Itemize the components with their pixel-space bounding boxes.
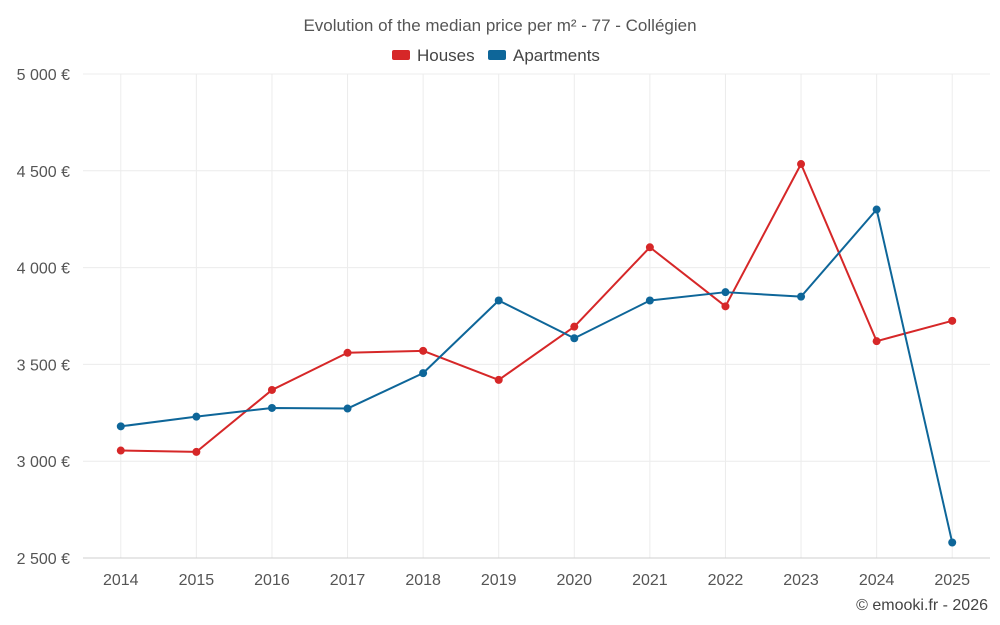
legend-swatch-houses [392,50,410,60]
legend-swatch-apartments [488,50,506,60]
y-axis-ticks: 2 500 € 3 000 € 3 500 € 4 000 € 4 500 € 5 000… [17,67,70,568]
legend-label-houses: Houses [417,46,475,65]
x-tick-label-2017: 2017 [330,572,366,589]
x-tick-label-2025: 2025 [934,572,970,589]
data-point-houses-2022[interactable] [721,302,730,311]
x-tick-label-2021: 2021 [632,572,668,589]
data-point-houses-2023[interactable] [797,160,806,169]
x-tick-label-2019: 2019 [481,572,517,589]
legend-item-apartments[interactable]: Apartments [488,46,600,65]
data-point-apartments-2017[interactable] [343,404,352,413]
y-tick-label-5000: 5 000 € [17,67,70,84]
data-point-apartments-2021[interactable] [645,296,654,305]
data-point-houses-2014[interactable] [116,446,125,455]
x-tick-label-2023: 2023 [783,572,819,589]
data-point-houses-2019[interactable] [494,375,503,384]
series-houses [116,160,957,456]
series [116,160,957,547]
data-point-apartments-2025[interactable] [948,538,957,547]
data-point-apartments-2020[interactable] [570,334,579,343]
data-point-houses-2016[interactable] [267,385,276,394]
data-point-houses-2024[interactable] [872,337,881,346]
y-tick-label-4000: 4 000 € [17,261,70,278]
x-tick-label-2018: 2018 [405,572,441,589]
chart-title: Evolution of the median price per m² - 7… [303,16,696,35]
x-tick-label-2014: 2014 [103,572,139,589]
data-point-apartments-2014[interactable] [116,422,125,431]
data-point-houses-2020[interactable] [570,322,579,331]
data-point-apartments-2018[interactable] [419,369,428,378]
series-line-apartments [120,208,954,543]
data-point-apartments-2016[interactable] [267,403,276,412]
series-apartments [116,205,957,547]
y-tick-label-4500: 4 500 € [17,164,70,181]
legend-item-houses[interactable]: Houses [392,46,475,65]
data-point-houses-2025[interactable] [948,316,957,325]
data-point-houses-2021[interactable] [645,243,654,252]
data-point-houses-2017[interactable] [343,348,352,357]
data-point-apartments-2022[interactable] [721,288,730,297]
data-point-apartments-2015[interactable] [192,412,201,421]
data-point-apartments-2019[interactable] [494,296,503,305]
y-tick-label-3000: 3 000 € [17,454,70,471]
grid [83,73,990,559]
y-tick-label-2500: 2 500 € [17,551,70,568]
series-line-houses [120,163,953,453]
data-point-houses-2018[interactable] [419,346,428,355]
legend-label-apartments: Apartments [513,46,600,65]
y-tick-label-3500: 3 500 € [17,357,70,374]
x-axis-ticks: 2014 2015 2016 2017 2018 2019 2020 2021 2022 2023… [103,572,970,589]
x-tick-label-2016: 2016 [254,572,290,589]
x-tick-label-2022: 2022 [708,572,744,589]
x-tick-label-2024: 2024 [859,572,895,589]
x-tick-label-2020: 2020 [556,572,592,589]
data-point-apartments-2024[interactable] [872,205,881,214]
legend: Houses Apartments [392,46,600,65]
credit-text: © emooki.fr - 2026 [856,597,988,614]
x-tick-label-2015: 2015 [179,572,215,589]
data-point-houses-2015[interactable] [192,447,201,456]
data-point-apartments-2023[interactable] [797,292,806,301]
